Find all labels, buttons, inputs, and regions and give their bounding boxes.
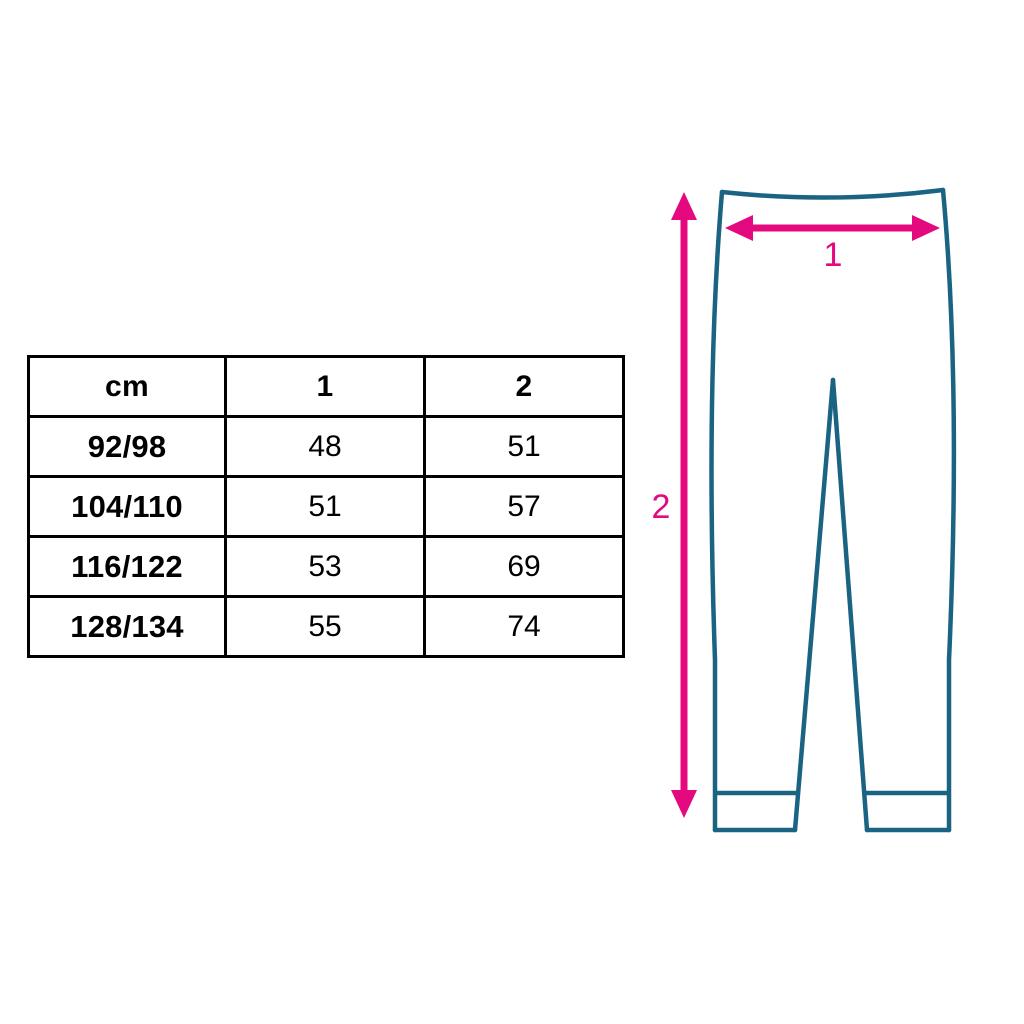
size-table-body: 92/98 48 51 104/110 51 57 116/122 53 69 …	[27, 415, 625, 658]
cell-size: 128/134	[27, 595, 227, 658]
table-header-row: cm 1 2	[27, 355, 625, 418]
right-inner-seam	[830, 377, 870, 833]
table-row: 104/110 51 57	[27, 475, 625, 538]
dimension-2-arrowhead-top	[671, 192, 697, 220]
cell-measure-1: 55	[224, 595, 426, 658]
dimension-arrow-horizontal: 1	[725, 215, 940, 274]
cell-measure-2: 74	[423, 595, 625, 658]
table-row: 116/122 53 69	[27, 535, 625, 598]
cell-measure-2: 57	[423, 475, 625, 538]
cell-measure-2: 69	[423, 535, 625, 598]
size-table: cm 1 2 92/98 48 51 104/110 51 57 116/122	[27, 355, 625, 658]
right-outer-seam	[940, 187, 957, 833]
cell-size: 104/110	[27, 475, 227, 538]
dimension-2-arrowhead-bottom	[671, 790, 697, 818]
cell-size: 116/122	[27, 535, 227, 598]
size-table-container: cm 1 2 92/98 48 51 104/110 51 57 116/122	[27, 355, 625, 658]
cell-measure-1: 51	[224, 475, 426, 538]
dimension-1-arrowhead-right	[912, 215, 940, 241]
waistband-top-edge	[719, 187, 946, 200]
table-row: 92/98 48 51	[27, 415, 625, 478]
left-outer-seam	[709, 189, 725, 833]
garment-illustration: 1 2	[620, 160, 1000, 860]
header-cell-unit: cm	[27, 355, 227, 418]
cell-measure-2: 51	[423, 415, 625, 478]
header-cell-measure-2: 2	[423, 355, 625, 418]
cell-size: 92/98	[27, 415, 227, 478]
left-inner-seam	[792, 377, 836, 833]
cell-measure-1: 53	[224, 535, 426, 598]
trousers-outline-icon	[709, 187, 957, 833]
cell-measure-1: 48	[224, 415, 426, 478]
dimension-1-arrowhead-left	[725, 215, 753, 241]
dimension-2-label: 2	[652, 488, 671, 526]
header-cell-measure-1: 1	[224, 355, 426, 418]
dimension-1-label: 1	[824, 236, 843, 274]
table-row: 128/134 55 74	[27, 595, 625, 658]
dimension-arrow-vertical: 2	[652, 192, 697, 818]
size-table-header: cm 1 2	[27, 355, 625, 418]
